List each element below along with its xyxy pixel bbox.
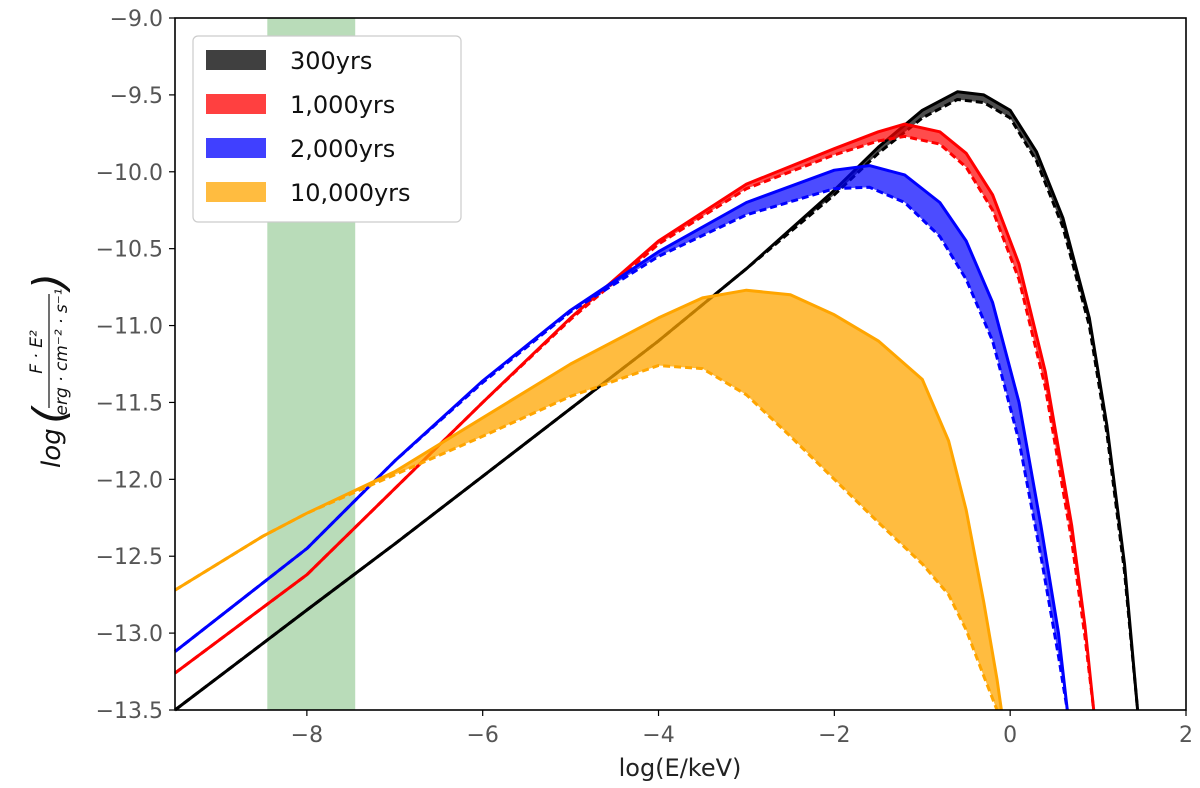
y-tick-label: −13.0 [96,622,163,647]
y-axis-label-denominator: erg · cm⁻² · s⁻¹ [52,288,72,415]
legend: 300yrs 1,000yrs 2,000yrs 10,000yrs [192,35,462,223]
series-300yrs [174,90,1140,712]
y-ticks: −9.0 −9.5 −10.0 −10.5 −11.0 −11.5 −12.0 −12.5 −1… [96,7,175,724]
y-tick-label: −10.5 [96,238,163,263]
legend-frame [192,35,462,223]
series-2000yrs-lower-line [174,185,1069,711]
legend-swatch-300yrs [206,50,266,70]
x-tick-label: −8 [291,723,323,748]
legend-label-10000yrs: 10,000yrs [290,179,411,207]
legend-label-1000yrs: 1,000yrs [290,91,395,119]
y-tick-label: −12.0 [96,468,163,493]
series-1000yrs [174,122,1096,711]
x-tick-label: −4 [642,723,674,748]
series-300yrs-lower-line [174,98,1140,712]
y-tick-label: −11.5 [96,391,163,416]
y-axis-label-paren-close: ) [24,273,75,293]
series-10000yrs [174,288,1003,711]
series-layer [174,90,1140,712]
y-axis-label-numerator: F · E² [27,330,47,374]
x-tick-label: 0 [1003,723,1017,748]
y-axis-label: log ( F · E² erg · cm⁻² · s⁻¹ ) [24,273,75,468]
series-2000yrs [174,164,1069,711]
x-axis-label: log(E/keV) [619,754,742,782]
legend-swatch-10000yrs [206,182,266,202]
plot-frame [174,17,1187,711]
y-axis-label-paren-open: ( [24,405,75,424]
series-10000yrs-lower-line [174,364,999,711]
legend-swatch-1000yrs [206,94,266,114]
y-tick-label: −13.5 [96,699,163,724]
y-tick-label: −9.5 [110,84,163,109]
x-tick-label: 2 [1179,723,1193,748]
y-tick-label: −9.0 [110,7,163,32]
series-1000yrs-lower-line [174,134,1096,711]
legend-label-300yrs: 300yrs [290,47,372,75]
series-2000yrs-upper-line [174,164,1069,711]
y-tick-label: −12.5 [96,545,163,570]
y-tick-label: −10.0 [96,161,163,186]
y-tick-label: −11.0 [96,315,163,340]
x-tick-label: −2 [818,723,850,748]
x-ticks: −8 −6 −4 −2 0 2 [291,710,1193,748]
series-10000yrs-band [175,290,1002,710]
x-tick-label: −6 [466,723,498,748]
legend-swatch-2000yrs [206,138,266,158]
series-10000yrs-upper-line [174,288,1003,711]
legend-label-2000yrs: 2,000yrs [290,135,395,163]
y-axis-label-prefix: log [37,428,67,468]
